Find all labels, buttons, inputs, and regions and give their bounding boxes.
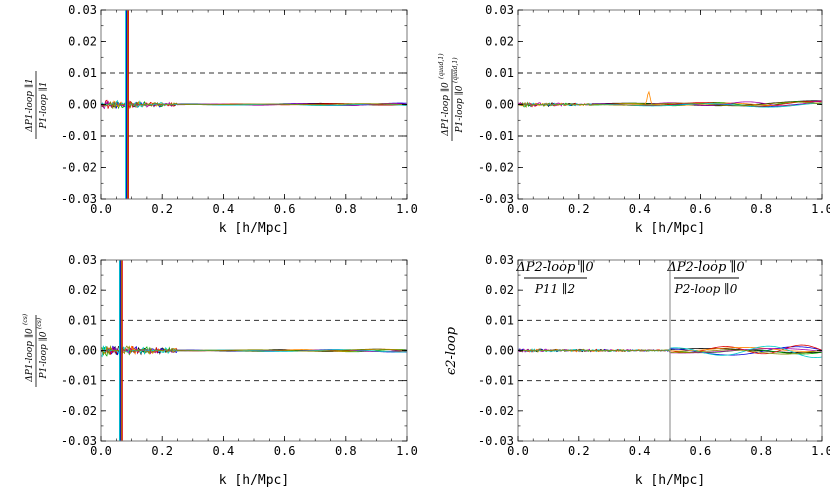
y-tick-label: -0.02 (478, 161, 514, 175)
y-tick-label: 0.03 (485, 253, 514, 267)
y-tick-label: -0.01 (61, 374, 97, 388)
x-tick-label: 0.6 (690, 444, 712, 458)
series-line-7 (518, 101, 822, 109)
panel-bottom-left: 0.0 0.2 0.4 0.6 0.8 1.0 0.03 0.02 0.01 0.00 -0.01 -… (22, 253, 418, 488)
annotation-left-denominator: P11 ∥2 (534, 282, 575, 296)
x-tick-label: 0.2 (151, 202, 173, 216)
y-tick-label: -0.01 (478, 129, 514, 143)
x-axis-label: k [h/Mpc] (219, 473, 289, 488)
x-tick-label: 0.2 (151, 444, 173, 458)
x-axis-label: k [h/Mpc] (635, 221, 705, 236)
x-tick-label: 0.0 (90, 444, 112, 458)
x-tick-label: 0.6 (690, 202, 712, 216)
x-tick-label: 0.2 (568, 444, 590, 458)
y-label-numerator-superscript: (quad,1) (438, 53, 445, 79)
x-axis-label: k [h/Mpc] (635, 473, 705, 488)
curves (518, 90, 822, 109)
x-tick-label: 0.0 (507, 202, 529, 216)
y-tick-label: 0.00 (68, 344, 97, 358)
y-tick-label: -0.02 (61, 161, 97, 175)
plot-area: 0.0 0.2 0.4 0.6 0.8 1.0 0.03 0.02 0.01 0.00 -0.01 -… (478, 253, 830, 458)
y-axis-label: ϵ2-loop (444, 326, 459, 375)
y-label-numerator: ΔP1-loop ∥0 (24, 328, 35, 383)
x-tick-label: 0.2 (568, 202, 590, 216)
y-tick-label: 0.02 (485, 35, 514, 49)
panel-top-right: 0.0 0.2 0.4 0.6 0.8 1.0 0.03 0.02 0.01 0.00 -0.01 -… (438, 3, 830, 236)
annotation-left: ΔP2-loop ∥0 P11 ∥2 (515, 260, 593, 296)
y-label-numerator: ΔP1-loop ∥0 (440, 82, 451, 137)
y-tick-label: -0.01 (61, 129, 97, 143)
y-label-numerator: ΔP1-loop ∥1 (24, 78, 35, 133)
y-axis-label: ΔP1-loop ∥1 P1-loop ∥1 (24, 71, 49, 139)
y-label-denominator-superscript: (cs) (36, 317, 43, 329)
plot-area: 0.0 0.2 0.4 0.6 0.8 1.0 0.03 0.02 0.01 0.00 -0.01 -… (478, 3, 830, 216)
curves (101, 10, 407, 199)
y-tick-label: 0.03 (485, 3, 514, 17)
panel-bottom-right: 0.0 0.2 0.4 0.6 0.8 1.0 0.03 0.02 0.01 0.00 -0.01 -… (444, 253, 830, 488)
plot-area: 0.0 0.2 0.4 0.6 0.8 1.0 0.03 0.02 0.01 0.00 -0.01 -… (61, 253, 418, 458)
panel-top-left: 0.0 0.2 0.4 0.6 0.8 1.0 0.03 0.02 0.01 0.00 -0.01 -… (24, 3, 418, 236)
annotation-left-numerator: ΔP2-loop ∥0 (515, 260, 593, 275)
x-tick-label: 1.0 (396, 202, 418, 216)
x-tick-label: 1.0 (811, 444, 830, 458)
x-tick-label: 0.4 (629, 444, 651, 458)
y-tick-label: -0.01 (478, 374, 514, 388)
plot-area: 0.0 0.2 0.4 0.6 0.8 1.0 0.03 0.02 0.01 0.00 -0.01 -… (61, 3, 418, 216)
y-axis-label: ΔP1-loop ∥0 (cs) P1-loop ∥0 (cs) (22, 313, 49, 387)
annotation-right-numerator: ΔP2-loop ∥0 (666, 260, 744, 275)
x-tick-label: 0.4 (629, 202, 651, 216)
x-tick-label: 0.0 (90, 202, 112, 216)
y-tick-label: 0.01 (68, 313, 97, 327)
x-tick-label: 0.8 (750, 444, 772, 458)
curves (101, 260, 407, 441)
series-line-7 (101, 101, 407, 110)
y-tick-label: 0.02 (485, 283, 514, 297)
x-tick-label: 0.8 (335, 202, 357, 216)
x-tick-label: 1.0 (396, 444, 418, 458)
y-tick-label: 0.00 (68, 98, 97, 112)
y-tick-label: -0.02 (478, 404, 514, 418)
annotation-right: ΔP2-loop ∥0 P2-loop ∥0 (666, 260, 744, 296)
y-tick-label: 0.01 (485, 313, 514, 327)
y-tick-label: -0.02 (61, 404, 97, 418)
y-tick-label: 0.02 (68, 35, 97, 49)
y-tick-label: -0.03 (478, 434, 514, 448)
series-line-6 (101, 99, 407, 108)
y-tick-label: 0.03 (68, 3, 97, 17)
y-label-denominator: P1-loop ∥1 (38, 81, 49, 129)
x-tick-label: 1.0 (811, 202, 830, 216)
y-tick-label: -0.03 (478, 192, 514, 206)
y-tick-label: 0.01 (485, 66, 514, 80)
y-tick-label: 0.00 (485, 344, 514, 358)
x-tick-label: 0.4 (213, 202, 235, 216)
y-label-denominator-superscript: (quad,1) (452, 57, 459, 83)
y-label-denominator: P1-loop ∥0 (454, 85, 465, 133)
annotation-right-denominator: P2-loop ∥0 (674, 282, 738, 296)
y-label-numerator-superscript: (cs) (22, 313, 29, 325)
x-tick-label: 0.4 (213, 444, 235, 458)
y-tick-label: 0.00 (485, 98, 514, 112)
y-tick-label: -0.03 (61, 434, 97, 448)
x-tick-label: 0.6 (274, 444, 296, 458)
x-axis-label: k [h/Mpc] (219, 221, 289, 236)
x-tick-label: 0.8 (335, 444, 357, 458)
y-tick-label: 0.01 (68, 66, 97, 80)
y-label-denominator: P1-loop ∥0 (38, 331, 49, 379)
y-tick-label: -0.03 (61, 192, 97, 206)
x-tick-label: 0.6 (274, 202, 296, 216)
x-tick-label: 0.8 (750, 202, 772, 216)
y-tick-label: 0.02 (68, 283, 97, 297)
series-line-7 (101, 344, 407, 356)
y-tick-label: 0.03 (68, 253, 97, 267)
y-axis-label: ΔP1-loop ∥0 (quad,1) P1-loop ∥0 (quad,1) (438, 53, 465, 141)
x-tick-label: 0.0 (507, 444, 529, 458)
